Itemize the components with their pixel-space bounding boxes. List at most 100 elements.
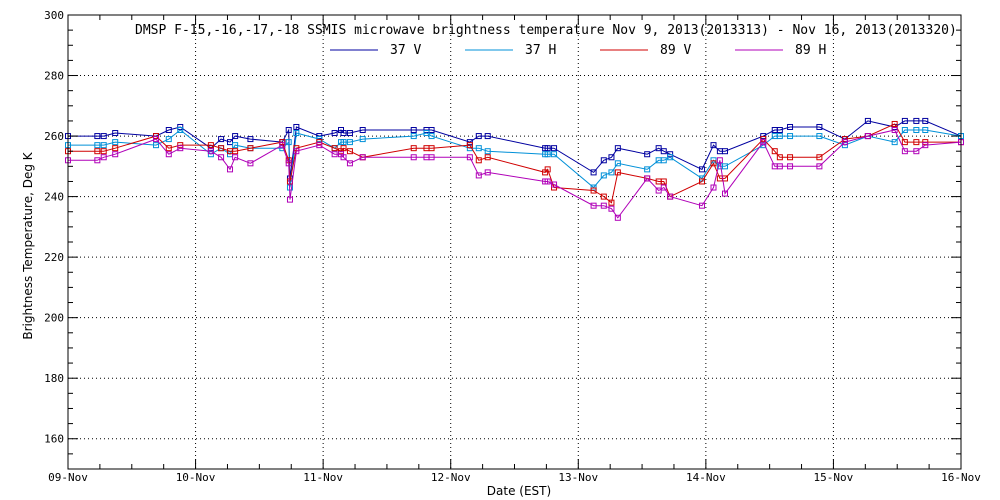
data-point-marker bbox=[293, 148, 300, 155]
data-point-marker bbox=[608, 154, 615, 161]
data-point-marker bbox=[340, 154, 347, 161]
legend-item-37-v: 37 V bbox=[330, 43, 421, 58]
data-point-marker bbox=[428, 127, 435, 134]
data-point-marker bbox=[721, 163, 728, 170]
data-point-marker bbox=[699, 166, 706, 173]
data-point-marker bbox=[331, 130, 338, 137]
series-line bbox=[68, 123, 961, 204]
data-point-marker bbox=[544, 178, 551, 185]
y-tick-label: 260 bbox=[44, 130, 64, 143]
data-point-marker bbox=[699, 178, 706, 185]
y-axis-title: Brightness Temperature, Deg K bbox=[21, 151, 35, 339]
data-point-marker bbox=[721, 190, 728, 197]
data-point-marker bbox=[286, 196, 293, 203]
data-point-marker bbox=[816, 123, 823, 130]
data-point-marker bbox=[551, 181, 558, 188]
data-point-marker bbox=[466, 154, 473, 161]
data-point-marker bbox=[913, 117, 920, 124]
data-point-marker bbox=[590, 202, 597, 209]
data-point-marker bbox=[227, 139, 234, 146]
data-point-marker bbox=[232, 142, 239, 149]
data-point-marker bbox=[285, 160, 292, 167]
data-point-marker bbox=[816, 133, 823, 140]
data-point-marker bbox=[590, 187, 597, 194]
data-point-marker bbox=[816, 163, 823, 170]
legend: 37 V 37 H 89 V 89 H bbox=[330, 43, 826, 58]
data-point-marker bbox=[776, 154, 783, 161]
data-point-marker bbox=[428, 145, 435, 152]
data-point-marker bbox=[475, 157, 482, 164]
data-point-marker bbox=[655, 145, 662, 152]
data-point-marker bbox=[346, 148, 353, 155]
data-point-marker bbox=[660, 178, 667, 185]
data-point-marker bbox=[94, 133, 101, 140]
series-group bbox=[65, 117, 964, 221]
data-point-marker bbox=[864, 133, 871, 140]
data-point-marker bbox=[614, 169, 621, 176]
legend-label: 89 H bbox=[795, 43, 826, 58]
data-point-marker bbox=[177, 142, 184, 149]
data-point-marker bbox=[614, 145, 621, 152]
x-tick-label: 09-Nov bbox=[48, 471, 88, 484]
data-point-marker bbox=[901, 148, 908, 155]
data-point-marker bbox=[484, 154, 491, 161]
data-point-marker bbox=[94, 157, 101, 164]
data-point-marker bbox=[787, 154, 794, 161]
data-point-marker bbox=[608, 205, 615, 212]
data-point-marker bbox=[901, 139, 908, 146]
data-point-marker bbox=[94, 148, 101, 155]
data-point-marker bbox=[644, 151, 651, 158]
data-point-marker bbox=[316, 142, 323, 149]
data-point-marker bbox=[475, 145, 482, 152]
data-point-marker bbox=[346, 139, 353, 146]
data-point-marker bbox=[466, 142, 473, 149]
data-point-marker bbox=[346, 130, 353, 137]
data-point-marker bbox=[475, 172, 482, 179]
data-point-marker bbox=[359, 154, 366, 161]
data-point-marker bbox=[660, 148, 667, 155]
data-point-marker bbox=[710, 160, 717, 167]
data-point-marker bbox=[165, 136, 172, 143]
data-point-marker bbox=[544, 166, 551, 173]
y-tick-label: 220 bbox=[44, 251, 64, 264]
data-point-marker bbox=[112, 130, 119, 137]
data-point-marker bbox=[218, 154, 225, 161]
data-point-marker bbox=[816, 154, 823, 161]
data-point-marker bbox=[699, 202, 706, 209]
data-point-marker bbox=[771, 148, 778, 155]
data-point-marker bbox=[776, 127, 783, 134]
data-point-marker bbox=[247, 136, 254, 143]
data-point-marker bbox=[177, 145, 184, 152]
series-89-h bbox=[65, 127, 964, 221]
legend-label: 89 V bbox=[660, 43, 691, 58]
data-point-marker bbox=[551, 145, 558, 152]
x-tick-label: 12-Nov bbox=[431, 471, 471, 484]
axis-ticks bbox=[67, 14, 962, 470]
data-point-marker bbox=[891, 139, 898, 146]
data-point-marker bbox=[165, 151, 172, 158]
data-point-marker bbox=[112, 151, 119, 158]
data-point-marker bbox=[232, 133, 239, 140]
data-point-marker bbox=[316, 133, 323, 140]
data-point-marker bbox=[94, 142, 101, 149]
y-tick-labels: 160 180 200 220 240 260 280 300 bbox=[44, 9, 64, 446]
x-tick-label: 15-Nov bbox=[814, 471, 854, 484]
x-tick-label: 16-Nov bbox=[941, 471, 981, 484]
data-point-marker bbox=[776, 163, 783, 170]
data-point-marker bbox=[644, 175, 651, 182]
data-point-marker bbox=[600, 157, 607, 164]
data-point-marker bbox=[901, 127, 908, 134]
data-point-marker bbox=[410, 145, 417, 152]
data-point-marker bbox=[100, 148, 107, 155]
data-point-marker bbox=[100, 133, 107, 140]
data-point-marker bbox=[100, 154, 107, 161]
data-point-marker bbox=[608, 199, 615, 206]
y-tick-label: 180 bbox=[44, 372, 64, 385]
legend-item-89-h: 89 H bbox=[735, 43, 826, 58]
data-point-marker bbox=[600, 202, 607, 209]
data-point-marker bbox=[165, 127, 172, 134]
data-point-marker bbox=[207, 145, 214, 152]
data-point-marker bbox=[544, 145, 551, 152]
data-point-marker bbox=[600, 172, 607, 179]
